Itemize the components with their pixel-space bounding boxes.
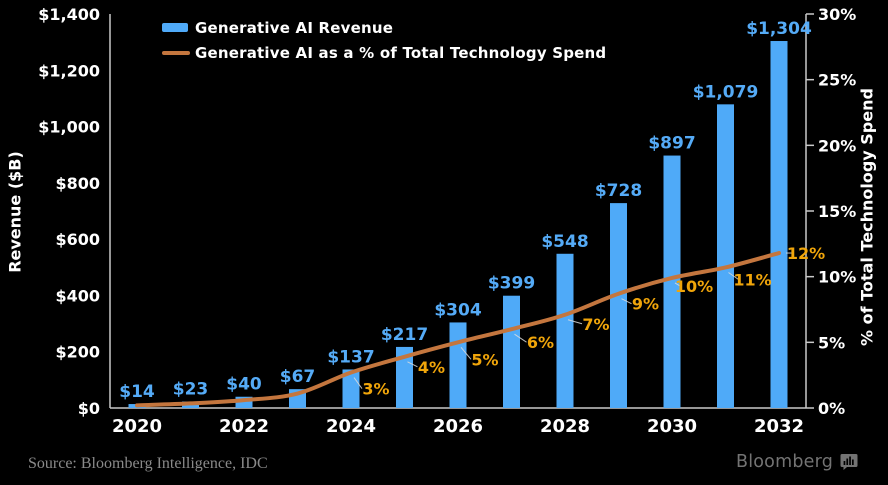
x-axis-tick-label: 2026 (433, 416, 483, 437)
pct-callout (567, 319, 583, 325)
pct-callout (621, 298, 632, 305)
bar-value-label: $1,079 (693, 82, 759, 102)
x-axis-tick-label: 2028 (540, 416, 590, 437)
bar-value-label: $897 (648, 134, 695, 154)
bar-value-label: $728 (595, 181, 642, 201)
left-axis-tick-label: $1,000 (38, 118, 100, 137)
left-axis-tick-label: $0 (78, 399, 100, 418)
bar-value-label: $304 (434, 300, 481, 320)
pct-point-label: 7% (582, 315, 609, 334)
pct-point-label: 6% (527, 333, 554, 352)
x-axis-tick-label: 2030 (647, 416, 697, 437)
legend-label-pct: Generative AI as a % of Total Technology… (195, 43, 607, 62)
bar-2028 (556, 253, 574, 408)
left-axis-tick-label: $1,200 (38, 61, 100, 80)
bar-value-label: $137 (327, 347, 374, 367)
pct-callout (353, 377, 363, 389)
x-axis-tick-label: 2024 (326, 416, 376, 437)
left-axis-tick-label: $200 (55, 343, 100, 362)
right-axis-tick-label: 5% (818, 333, 845, 352)
left-axis-tick-label: $400 (55, 286, 100, 305)
bar-2027 (503, 295, 520, 408)
bar-2022 (235, 396, 253, 408)
legend-line-swatch (162, 50, 190, 55)
legend-label-revenue: Generative AI Revenue (195, 18, 394, 37)
bar-value-label: $548 (541, 232, 588, 252)
right-axis-tick-label: 30% (818, 5, 856, 24)
bar-2026 (449, 322, 467, 408)
pct-point-label: 10% (675, 277, 713, 296)
x-axis-tick-label: 2032 (754, 416, 804, 437)
bar-value-label: $14 (119, 382, 155, 402)
right-axis-tick-label: 15% (818, 202, 856, 221)
bloomberg-chart-icon (840, 454, 858, 470)
x-axis-tick-label: 2020 (112, 416, 162, 437)
x-axis-tick-label: 2022 (219, 416, 269, 437)
pct-callout (460, 347, 472, 360)
left-axis-tick-label: $600 (55, 230, 100, 249)
pct-callout (674, 282, 681, 287)
bar-value-label: $1,304 (746, 19, 812, 39)
legend: Generative AI Revenue Generative AI as a… (162, 19, 606, 69)
bar-2031 (717, 104, 734, 409)
left-axis-tick-label: $800 (55, 174, 100, 193)
pct-callout (407, 361, 418, 368)
bar-2029 (610, 203, 627, 408)
legend-bar-swatch (162, 23, 188, 32)
pct-point-label: 3% (362, 380, 389, 399)
left-axis-title: Revenue ($B) (5, 151, 25, 273)
right-axis-tick-label: 20% (818, 136, 856, 155)
right-axis-tick-label: 0% (818, 399, 845, 418)
bar-2032 (770, 41, 788, 408)
source-note: Source: Bloomberg Intelligence, IDC (28, 455, 268, 472)
pct-point-label: 5% (471, 350, 498, 369)
right-axis-tick-label: 10% (818, 268, 856, 287)
bloomberg-wordmark: Bloomberg (736, 452, 833, 472)
bar-2030 (663, 155, 681, 408)
right-axis-title: % of Total Technology Spend (857, 88, 877, 346)
pct-point-label: 9% (632, 295, 659, 314)
pct-callout (514, 333, 527, 343)
pct-point-label: 11% (733, 270, 771, 289)
bar-value-label: $217 (381, 325, 428, 345)
pct-point-label: 4% (418, 358, 445, 377)
pct-point-label: 12% (787, 244, 825, 263)
pct-line (135, 251, 781, 408)
left-axis-tick-label: $1,400 (38, 5, 100, 24)
legend-item-pct: Generative AI as a % of Total Technology… (162, 43, 607, 62)
bar-value-label: $23 (173, 380, 209, 400)
right-axis-tick-label: 25% (818, 71, 856, 90)
bar-value-label: $40 (226, 375, 262, 395)
bar-value-label: $399 (488, 274, 535, 294)
pct-callout (728, 272, 739, 280)
bloomberg-logo: Bloomberg (736, 452, 858, 472)
bar-value-label: $67 (280, 367, 316, 387)
legend-item-revenue: Generative AI Revenue (162, 18, 606, 37)
